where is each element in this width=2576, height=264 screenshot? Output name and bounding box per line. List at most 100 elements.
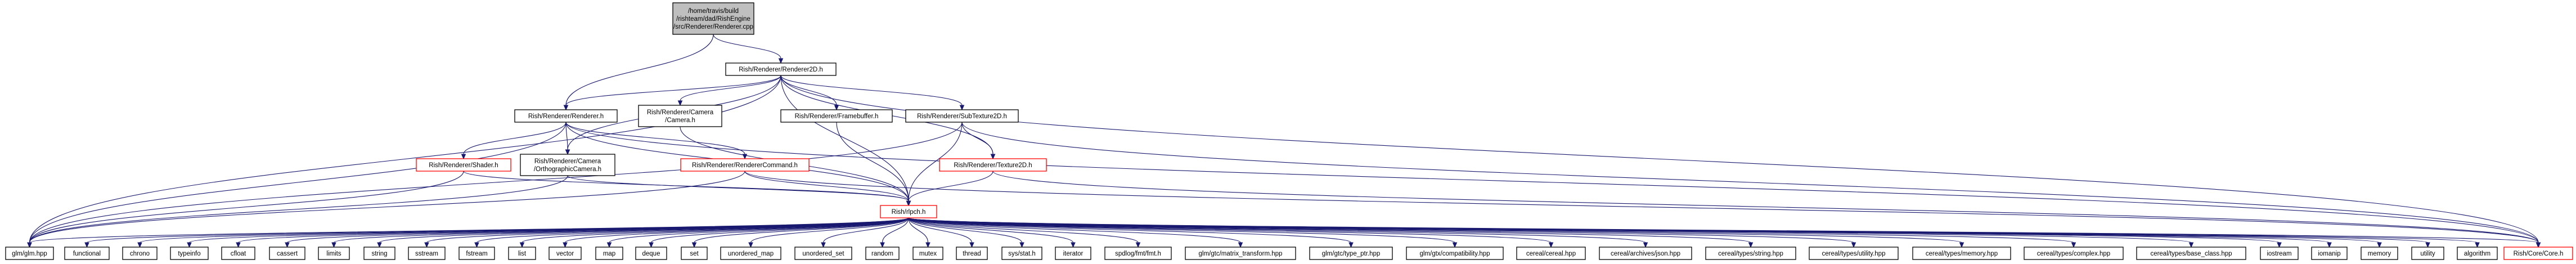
- node-glmcompat[interactable]: glm/gtx/compatibility.hpp: [1406, 247, 1504, 260]
- node-framebuffer[interactable]: Rish/Renderer/Framebuffer.h: [780, 109, 893, 123]
- node-box-glmcompat[interactable]: [1406, 247, 1504, 260]
- node-deque[interactable]: deque: [635, 247, 667, 260]
- node-box-texture2d[interactable]: [939, 158, 1047, 172]
- node-box-cerealstring[interactable]: [1705, 247, 1796, 260]
- node-box-chrono[interactable]: [122, 247, 158, 260]
- node-set[interactable]: set: [681, 247, 708, 260]
- node-rlpch[interactable]: Rish/rlpch.h: [880, 205, 937, 218]
- node-box-list[interactable]: [508, 247, 536, 260]
- node-iostream[interactable]: iostream: [2260, 247, 2299, 260]
- node-typeinfo[interactable]: typeinfo: [170, 247, 209, 260]
- node-box-glmmt[interactable]: [1185, 247, 1296, 260]
- node-box-algorithm[interactable]: [2457, 247, 2498, 260]
- node-box-shader[interactable]: [416, 158, 511, 172]
- node-camera[interactable]: Rish/Renderer/Camera/Camera.h: [638, 105, 722, 127]
- node-box-framebuffer[interactable]: [780, 109, 893, 123]
- node-box-cerealcomplex[interactable]: [2024, 247, 2124, 260]
- node-cerealmemory[interactable]: cereal/types/memory.hpp: [1912, 247, 2011, 260]
- node-box-map[interactable]: [595, 247, 623, 260]
- node-box-cfloat[interactable]: [221, 247, 255, 260]
- node-box-fstream[interactable]: [458, 247, 495, 260]
- node-box-orthocam[interactable]: [520, 154, 615, 176]
- node-box-corecore[interactable]: [2503, 247, 2573, 260]
- node-box-subtexture[interactable]: [905, 109, 1019, 123]
- node-box-camera[interactable]: [638, 105, 722, 127]
- node-box-cerealjson[interactable]: [1599, 247, 1692, 260]
- node-texture2d[interactable]: Rish/Renderer/Texture2D.h: [939, 158, 1047, 172]
- node-iomanip[interactable]: iomanip: [2311, 247, 2348, 260]
- node-fstream[interactable]: fstream: [458, 247, 495, 260]
- node-unordered_map[interactable]: unordered_map: [720, 247, 781, 260]
- node-box-string[interactable]: [363, 247, 395, 260]
- node-subtexture[interactable]: Rish/Renderer/SubTexture2D.h: [905, 109, 1019, 123]
- node-shader[interactable]: Rish/Renderer/Shader.h: [416, 158, 511, 172]
- node-box-iostream[interactable]: [2260, 247, 2299, 260]
- node-box-cerealmemory[interactable]: [1912, 247, 2011, 260]
- node-box-deque[interactable]: [635, 247, 667, 260]
- node-box-sysstat[interactable]: [1001, 247, 1042, 260]
- node-box-rlpch[interactable]: [880, 205, 937, 218]
- node-sysstat[interactable]: sys/stat.h: [1001, 247, 1042, 260]
- node-cerealbase[interactable]: cereal/types/base_class.hpp: [2136, 247, 2246, 260]
- node-cerealutility[interactable]: cereal/types/utility.hpp: [1809, 247, 1899, 260]
- node-functional[interactable]: functional: [64, 247, 110, 260]
- node-cfloat[interactable]: cfloat: [221, 247, 255, 260]
- node-mutex[interactable]: mutex: [912, 247, 943, 260]
- node-renderer2d[interactable]: Rish/Renderer/Renderer2D.h: [725, 62, 837, 76]
- node-box-renderer2d[interactable]: [725, 62, 837, 76]
- node-box-cassert[interactable]: [269, 247, 305, 260]
- node-box-rendercmd[interactable]: [680, 158, 810, 172]
- node-vector[interactable]: vector: [549, 247, 582, 260]
- node-box-set[interactable]: [681, 247, 708, 260]
- node-cerealstring[interactable]: cereal/types/string.hpp: [1705, 247, 1796, 260]
- node-list[interactable]: list: [508, 247, 536, 260]
- node-rendercmd[interactable]: Rish/Renderer/RendererCommand.h: [680, 158, 810, 172]
- node-box-functional[interactable]: [64, 247, 110, 260]
- node-box-cereal[interactable]: [1516, 247, 1586, 260]
- node-thread[interactable]: thread: [956, 247, 988, 260]
- node-cereal[interactable]: cereal/cereal.hpp: [1516, 247, 1586, 260]
- node-box-root[interactable]: [672, 2, 754, 35]
- node-box-typeinfo[interactable]: [170, 247, 209, 260]
- node-box-unordered_map[interactable]: [720, 247, 781, 260]
- node-box-sstream[interactable]: [408, 247, 446, 260]
- node-unordered_set[interactable]: unordered_set: [794, 247, 852, 260]
- node-cerealjson[interactable]: cereal/archives/json.hpp: [1599, 247, 1692, 260]
- node-spdlog[interactable]: spdlog/fmt/fmt.h: [1104, 247, 1172, 260]
- node-memory[interactable]: memory: [2361, 247, 2398, 260]
- node-chrono[interactable]: chrono: [122, 247, 158, 260]
- node-box-glm[interactable]: [5, 247, 54, 260]
- node-string[interactable]: string: [363, 247, 395, 260]
- node-box-iterator[interactable]: [1055, 247, 1091, 260]
- node-corecore[interactable]: Rish/Core/Core.h: [2503, 247, 2573, 260]
- node-box-thread[interactable]: [956, 247, 988, 260]
- node-box-mutex[interactable]: [912, 247, 943, 260]
- node-root[interactable]: /home/travis/build/rishteam/dad/RishEngi…: [672, 2, 754, 35]
- node-algorithm[interactable]: algorithm: [2457, 247, 2498, 260]
- node-glm[interactable]: glm/glm.hpp: [5, 247, 54, 260]
- node-box-utility[interactable]: [2411, 247, 2444, 260]
- node-cassert[interactable]: cassert: [269, 247, 305, 260]
- node-iterator[interactable]: iterator: [1055, 247, 1091, 260]
- node-glmtypeptr[interactable]: glm/gtc/type_ptr.hpp: [1309, 247, 1393, 260]
- node-box-unordered_set[interactable]: [794, 247, 852, 260]
- node-box-vector[interactable]: [549, 247, 582, 260]
- node-box-iomanip[interactable]: [2311, 247, 2348, 260]
- node-utility[interactable]: utility: [2411, 247, 2444, 260]
- node-orthocam[interactable]: Rish/Renderer/Camera/OrthographicCamera.…: [520, 154, 615, 176]
- node-box-random[interactable]: [865, 247, 900, 260]
- node-map[interactable]: map: [595, 247, 623, 260]
- node-glmmt[interactable]: glm/gtc/matrix_transform.hpp: [1185, 247, 1296, 260]
- node-limits[interactable]: limits: [318, 247, 350, 260]
- node-random[interactable]: random: [865, 247, 900, 260]
- node-renderer[interactable]: Rish/Renderer/Renderer.h: [514, 109, 618, 123]
- node-box-glmtypeptr[interactable]: [1309, 247, 1393, 260]
- node-box-memory[interactable]: [2361, 247, 2398, 260]
- node-box-cerealbase[interactable]: [2136, 247, 2246, 260]
- node-box-limits[interactable]: [318, 247, 350, 260]
- node-sstream[interactable]: sstream: [408, 247, 446, 260]
- node-box-spdlog[interactable]: [1104, 247, 1172, 260]
- node-box-renderer[interactable]: [514, 109, 618, 123]
- node-box-cerealutility[interactable]: [1809, 247, 1899, 260]
- node-cerealcomplex[interactable]: cereal/types/complex.hpp: [2024, 247, 2124, 260]
